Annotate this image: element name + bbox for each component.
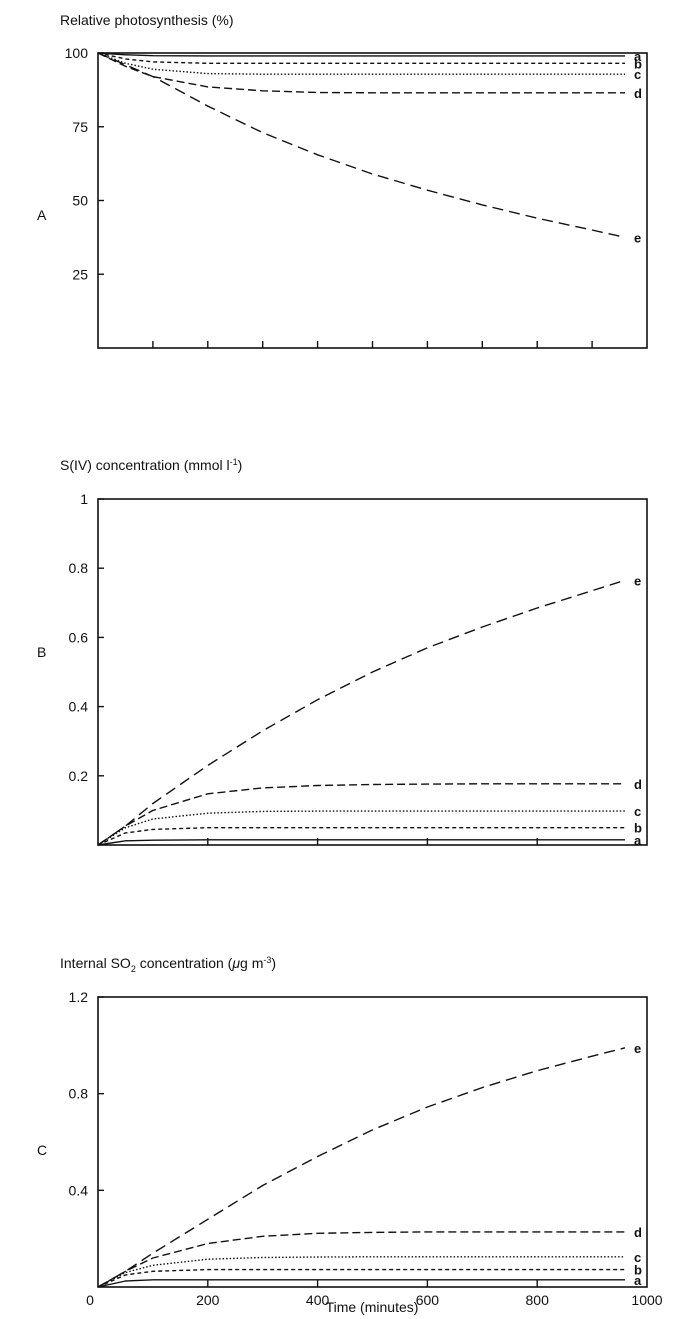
series-label-d: d (634, 86, 642, 101)
series-line-b (97, 52, 625, 64)
panel-b: S(IV) concentration (mmol l-1) B 0.20.40… (37, 457, 648, 848)
series-label-e: e (634, 573, 641, 588)
series-label-d: d (634, 1225, 642, 1240)
series-label-a: a (634, 1273, 642, 1288)
xtick-label: 400 (306, 1292, 330, 1308)
xtick-label: 1000 (631, 1292, 662, 1308)
panel-b-title-end: ) (238, 457, 243, 473)
panel-a-title: Relative photosynthesis (%) (60, 12, 234, 28)
series-line-c (97, 810, 625, 846)
panel-c-title-end: ) (271, 955, 276, 971)
panel-b-title-sup: -1 (230, 457, 238, 467)
series-line-c (97, 1256, 625, 1288)
series-label-b: b (634, 1263, 642, 1278)
panel-a: Relative photosynthesis (%) A 25 50 75 100 a… (37, 12, 648, 349)
series-line-e (97, 52, 626, 239)
panel-c-xlabel: Time (minutes) (326, 1299, 419, 1315)
panel-a-label: A (37, 207, 47, 223)
ytick-label: 75 (72, 119, 88, 135)
ytick-label: 0.6 (69, 629, 89, 645)
series-line-d (97, 1231, 625, 1288)
ytick-label: 100 (65, 45, 89, 61)
series-line-b (97, 827, 625, 846)
series-line-a (97, 52, 625, 57)
panel-c-label: C (37, 1142, 47, 1158)
panel-b-title: S(IV) concentration (mmol l-1) (60, 457, 242, 473)
series-label-c: c (634, 804, 641, 819)
panel-b-title-main: S(IV) concentration (mmol l (60, 457, 230, 473)
panel-c-title-mid: concentration ( (136, 955, 233, 971)
series-line-e (97, 1047, 626, 1288)
series-line-d (97, 52, 625, 94)
ytick-label: 0.8 (69, 1086, 89, 1102)
ytick-label: 1.2 (69, 989, 89, 1005)
series-line-b (97, 1268, 625, 1288)
panel-a-frame (97, 52, 648, 349)
series-label-c: c (634, 1250, 641, 1265)
panel-c-title-sub: 2 (131, 964, 136, 974)
panel-c-frame (97, 996, 648, 1288)
panel-c: Internal SO2 concentration (μg m-3) C 0.… (37, 955, 663, 1315)
ytick-label: 25 (72, 266, 88, 282)
series-line-c (97, 52, 625, 75)
series-line-a (97, 839, 625, 846)
series-label-e: e (634, 230, 641, 245)
series-line-d (97, 783, 625, 846)
xtick-label: 600 (416, 1292, 440, 1308)
xtick-label: 200 (196, 1292, 220, 1308)
panel-c-title-mu: μ (231, 955, 240, 971)
series-label-b: b (634, 821, 642, 836)
panel-b-label: B (37, 644, 46, 660)
series-label-b: b (634, 56, 642, 71)
panel-c-title: Internal SO2 concentration (μg m-3) (60, 955, 276, 974)
series-label-a: a (634, 833, 642, 848)
series-label-d: d (634, 777, 642, 792)
series-line-a (97, 1279, 625, 1288)
panel-b-frame (97, 498, 648, 846)
panel-c-title-tail: g m (240, 955, 263, 971)
panel-c-title-main: Internal SO (60, 955, 131, 971)
series-label-a: a (634, 49, 642, 64)
ytick-label: 0.8 (69, 560, 89, 576)
ytick-label: 0.2 (69, 768, 89, 784)
xtick-label: 0 (86, 1292, 94, 1308)
series-label-c: c (634, 67, 641, 82)
series-line-e (97, 579, 626, 846)
series-label-e: e (634, 1041, 641, 1056)
ytick-label: 0.4 (69, 699, 89, 715)
panel-c-title-sup: -3 (263, 955, 271, 965)
xtick-label: 800 (526, 1292, 550, 1308)
ytick-label: 50 (72, 193, 88, 209)
ytick-label: 0.4 (69, 1182, 89, 1198)
ytick-label: 1 (80, 491, 88, 507)
